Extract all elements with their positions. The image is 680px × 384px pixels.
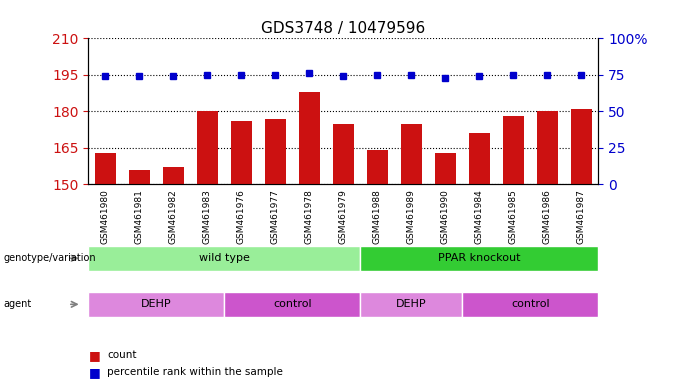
Bar — [503, 116, 524, 184]
Text: percentile rank within the sample: percentile rank within the sample — [107, 367, 284, 377]
Text: control: control — [273, 299, 311, 310]
Bar — [571, 109, 592, 184]
Text: count: count — [107, 350, 137, 360]
Bar — [435, 153, 456, 184]
Text: wild type: wild type — [199, 253, 250, 263]
Text: PPAR knockout: PPAR knockout — [438, 253, 521, 263]
Bar — [333, 124, 354, 184]
Bar — [231, 121, 252, 184]
Text: DEHP: DEHP — [141, 299, 172, 310]
Bar — [197, 111, 218, 184]
Bar — [163, 167, 184, 184]
Text: agent: agent — [3, 299, 32, 310]
Text: ■: ■ — [88, 349, 100, 362]
Bar — [129, 170, 150, 184]
Bar — [367, 150, 388, 184]
Bar — [299, 92, 320, 184]
Bar — [537, 111, 558, 184]
Text: control: control — [511, 299, 549, 310]
Bar — [265, 119, 286, 184]
Text: ■: ■ — [88, 366, 100, 379]
Title: GDS3748 / 10479596: GDS3748 / 10479596 — [261, 21, 426, 36]
Text: DEHP: DEHP — [396, 299, 427, 310]
Text: genotype/variation: genotype/variation — [3, 253, 96, 263]
Bar — [95, 153, 116, 184]
Bar — [469, 133, 490, 184]
Bar — [401, 124, 422, 184]
